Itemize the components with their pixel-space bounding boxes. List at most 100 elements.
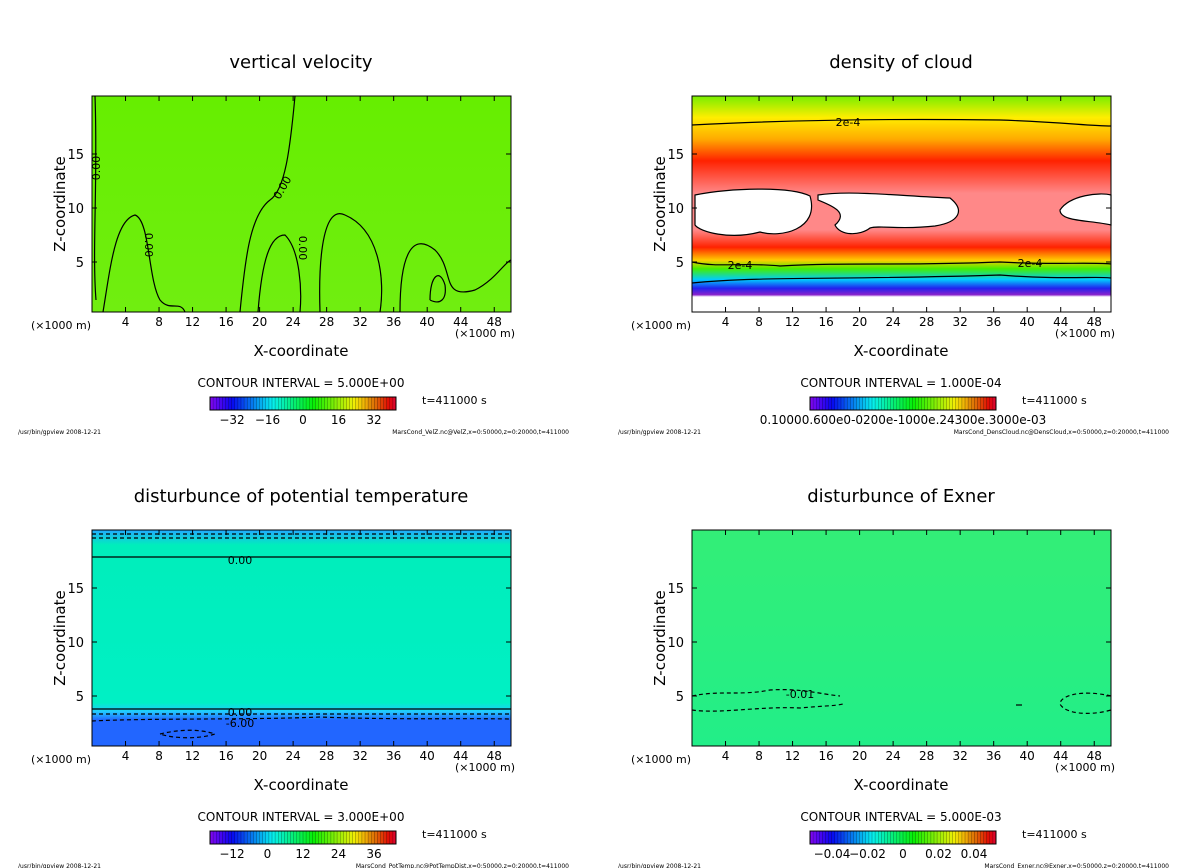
x-tick-label: 4: [122, 315, 130, 329]
colorbar-cell: [844, 831, 848, 844]
colorbar-cell: [293, 397, 298, 410]
contour-line: [257, 234, 302, 313]
colorbar-cell: [225, 831, 229, 844]
x-tick-label: 48: [1087, 749, 1102, 763]
colorbar-cell: [915, 397, 919, 410]
colorbar-cell: [368, 831, 372, 844]
colorbar-cell: [343, 831, 347, 844]
colorbar-cell: [813, 397, 817, 410]
colorbar-cell: [244, 831, 248, 844]
y-tick-label: 10: [667, 202, 684, 217]
colorbar-cell: [906, 397, 910, 410]
y-tick-label: 5: [676, 256, 684, 271]
colorbar-cell: [847, 831, 851, 844]
colorbar-cell: [392, 831, 397, 844]
colorbar-cell: [921, 831, 925, 844]
colorbar-cell: [986, 831, 991, 844]
colorbar-cell: [965, 831, 969, 844]
y-tick-label: 10: [67, 202, 84, 217]
colorbar-cell: [330, 831, 335, 844]
colorbar-cell: [237, 831, 242, 844]
colorbar-cell: [968, 397, 972, 410]
colorbar-cell: [955, 397, 960, 410]
colorbar-cell: [924, 831, 929, 844]
colorbar-cell: [318, 831, 322, 844]
colorbar-cell: [934, 831, 938, 844]
colorbar-cell: [231, 831, 236, 844]
colorbar-cell: [386, 831, 391, 844]
x-tick-label: 16: [818, 315, 833, 329]
colorbar-cell: [859, 831, 863, 844]
contour-interval: CONTOUR INTERVAL = 3.000E+00: [198, 810, 405, 824]
colorbar-cell: [816, 397, 820, 410]
colorbar-cell: [250, 397, 254, 410]
plot-panel: disturbunce of Exner-0.014 8 12 16 20 24 28 32 3…: [618, 486, 1169, 868]
colorbar-cell: [983, 397, 987, 410]
y-tick-label: 15: [667, 148, 684, 163]
contour-label: 0.00: [142, 233, 155, 258]
colorbar-cell: [890, 831, 894, 844]
contour-line: [691, 703, 844, 712]
colorbar-cell: [299, 397, 304, 410]
colorbar-cell: [890, 397, 894, 410]
colorbar-cell: [927, 397, 932, 410]
colorbar-cell: [856, 831, 860, 844]
plot-title: disturbunce of potential temperature: [134, 486, 469, 507]
x-tick-label: 20: [252, 749, 267, 763]
colorbar-cell: [349, 397, 353, 410]
colorbar-cell: [989, 397, 994, 410]
contour-line: [429, 275, 446, 303]
colorbar-cell: [816, 831, 820, 844]
colorbar-cell: [937, 397, 941, 410]
colorbar-frame: [809, 830, 997, 845]
x-tick-label: 32: [353, 749, 368, 763]
colorbar-cell: [927, 831, 932, 844]
colorbar-cell: [303, 831, 307, 844]
colorbar-cell: [241, 831, 245, 844]
colorbar-cell: [293, 831, 298, 844]
colorbar-cell: [340, 831, 344, 844]
contour-label: -6.00: [226, 717, 254, 730]
plot-frame: [91, 95, 512, 313]
colorbar-cell: [918, 831, 922, 844]
x-tick-label: 32: [353, 315, 368, 329]
colorbar-cell: [268, 397, 273, 410]
colorbar-cell: [278, 831, 282, 844]
contours: [93, 95, 512, 313]
colorbar-cell: [958, 831, 963, 844]
colorbar-cell: [352, 831, 356, 844]
x-tick-label: 44: [453, 315, 468, 329]
heatmap-fill: [92, 96, 511, 312]
colorbar-cell: [361, 397, 366, 410]
colorbar-cell: [980, 831, 984, 844]
colorbar-cell: [822, 397, 826, 410]
colorbar-cell: [343, 397, 347, 410]
contour-line: [399, 243, 512, 313]
y-tick-label: 5: [76, 256, 84, 271]
colorbar-cell: [349, 831, 353, 844]
contours: [691, 118, 1112, 284]
contour-line: [239, 95, 296, 313]
x-tick-label: 40: [420, 315, 435, 329]
colorbar-cell: [219, 831, 223, 844]
x-tick-label: 48: [487, 749, 502, 763]
colorbar-cell: [312, 397, 316, 410]
colorbar-cell: [290, 831, 294, 844]
colorbar-cell: [247, 831, 251, 844]
colorbar-cell: [940, 397, 944, 410]
colorbar-cell: [352, 397, 356, 410]
y-tick-label: 5: [676, 690, 684, 705]
colorbar-cell: [380, 397, 384, 410]
colorbar-cell: [903, 831, 907, 844]
colorbar-cell: [253, 831, 257, 844]
colorbar-cell: [884, 397, 888, 410]
plot-title: vertical velocity: [229, 52, 373, 73]
colorbar-tick-label: 32: [366, 413, 381, 427]
colorbar-cell: [952, 831, 956, 844]
x-unit-left: (×1000 m): [631, 753, 691, 766]
colorbar-cell: [346, 831, 350, 844]
y-tick-label: 5: [76, 690, 84, 705]
y-axis-label: Z-coordinate: [651, 590, 669, 685]
colorbar-cell: [912, 831, 916, 844]
